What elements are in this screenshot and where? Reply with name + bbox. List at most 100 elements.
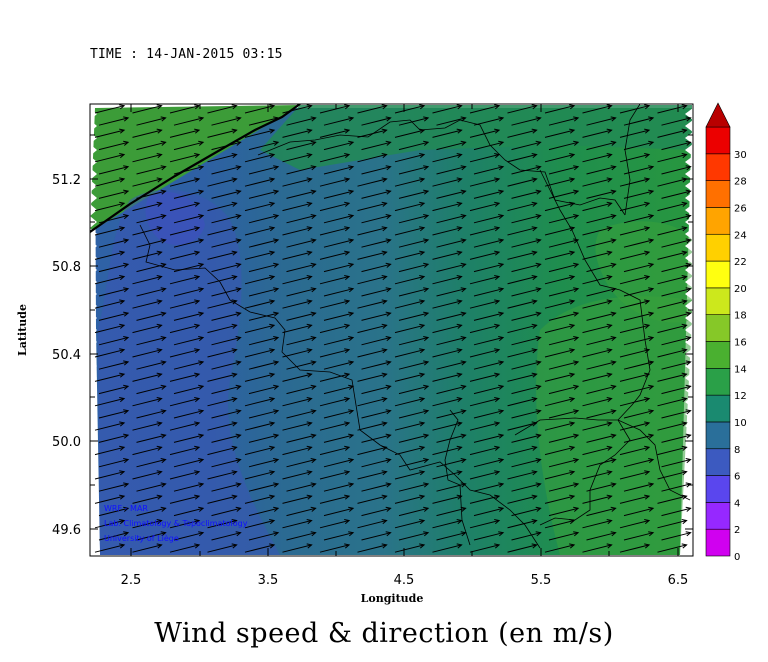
wind-arrow (323, 384, 355, 395)
wind-arrow (319, 275, 351, 285)
wind-arrow (544, 226, 576, 236)
wind-arrow (436, 409, 467, 419)
wind-arrow (586, 409, 617, 419)
wind-arrow (319, 250, 351, 260)
wind-arrow (132, 445, 163, 456)
wind-arrow (94, 421, 126, 431)
x-tick-5.5: 5.5 (531, 573, 552, 588)
wind-arrow (94, 299, 126, 309)
wind-arrow (619, 348, 651, 358)
wind-arrow (619, 226, 651, 236)
wind-arrow (248, 360, 280, 370)
wind-arrow (544, 372, 576, 382)
wind-arrow (432, 397, 463, 407)
wind-arrow (98, 409, 130, 419)
edge-gap (680, 300, 693, 556)
wind-arrow (319, 323, 351, 334)
colorbar-label: 22 (734, 257, 747, 268)
wind-arrow (619, 543, 651, 553)
wind-arrow (319, 201, 351, 212)
wind-arrow (169, 372, 201, 382)
x-tick-6.5: 6.5 (668, 573, 689, 588)
wind-arrow (548, 214, 580, 224)
wind-arrow (507, 470, 538, 480)
wind-arrow (286, 409, 317, 419)
wind-arrow (586, 238, 617, 248)
wind-arrow (169, 323, 201, 334)
wind-arrow (361, 506, 392, 517)
wind-arrow (436, 287, 467, 297)
wind-arrow (94, 250, 126, 260)
wind-arrow (657, 104, 688, 114)
wind-arrow (661, 506, 692, 517)
wind-arrow (398, 262, 430, 273)
wind-arrow (132, 250, 163, 260)
wind-arrow (586, 506, 617, 517)
edge-tooth (90, 240, 97, 252)
wind-arrow (398, 458, 430, 468)
colorbar-top-arrow (705, 102, 731, 128)
wind-arrow (582, 543, 613, 553)
wind-arrow (511, 287, 542, 297)
wind-arrow (207, 299, 238, 309)
wind-arrow (623, 458, 655, 468)
wind-arrow (361, 116, 392, 126)
wind-arrow (323, 287, 355, 297)
border-province (444, 409, 471, 546)
y-tick-50.0: 50.0 (52, 435, 81, 450)
wind-arrow (586, 360, 617, 370)
wind-arrow (661, 384, 692, 395)
wind-arrow (173, 433, 205, 443)
wind-arrow (398, 482, 430, 492)
wind-arrow (207, 201, 238, 212)
colorbar-segment (705, 394, 731, 423)
wind-arrow (207, 177, 238, 187)
wind-arrow (623, 360, 655, 370)
edge-tooth (685, 108, 693, 120)
wind-arrow (132, 275, 163, 285)
wind-arrow (469, 543, 501, 553)
wind-arrow (282, 250, 313, 260)
wind-arrow (661, 140, 692, 151)
wind-arrow (657, 445, 688, 456)
wind-arrow (173, 262, 205, 273)
wind-arrow (361, 214, 392, 224)
wind-arrow (361, 140, 392, 151)
wind-arrow (507, 104, 538, 114)
wind-arrow (357, 494, 388, 504)
wind-arrow (282, 421, 313, 431)
wind-arrow (586, 336, 617, 346)
colorbar-label: 18 (734, 311, 747, 322)
wind-arrow (323, 336, 355, 346)
wind-arrow (394, 494, 426, 504)
wind-arrow (473, 360, 505, 370)
wind-arrow (473, 458, 505, 468)
wind-arrow (323, 433, 355, 443)
wind-arrow (357, 372, 388, 382)
wind-arrow (398, 140, 430, 151)
wind-arrow (586, 165, 617, 175)
wind-arrow (248, 116, 280, 126)
wind-arrow (244, 299, 276, 309)
wind-arrow (244, 177, 276, 187)
wind-arrow (582, 519, 613, 529)
colorbar-label: 4 (734, 498, 740, 509)
wind-arrow (586, 482, 617, 492)
wind-arrow (169, 348, 201, 358)
wind-arrow (436, 482, 467, 492)
y-axis-title: Latitude (16, 304, 29, 356)
edge-tooth (685, 312, 693, 324)
wind-arrow (132, 421, 163, 431)
wind-arrow (473, 214, 505, 224)
wind-arrow (357, 445, 388, 456)
wind-arrow (357, 104, 388, 114)
wind-arrow (319, 299, 351, 309)
wind-arrow (432, 299, 463, 309)
wind-arrow (432, 372, 463, 382)
wind-arrow (248, 189, 280, 199)
wind-arrow (319, 421, 351, 431)
coastline (90, 104, 301, 233)
wind-arrow (619, 470, 651, 480)
wind-arrow (661, 189, 692, 199)
colorbar-label: 30 (734, 150, 747, 161)
